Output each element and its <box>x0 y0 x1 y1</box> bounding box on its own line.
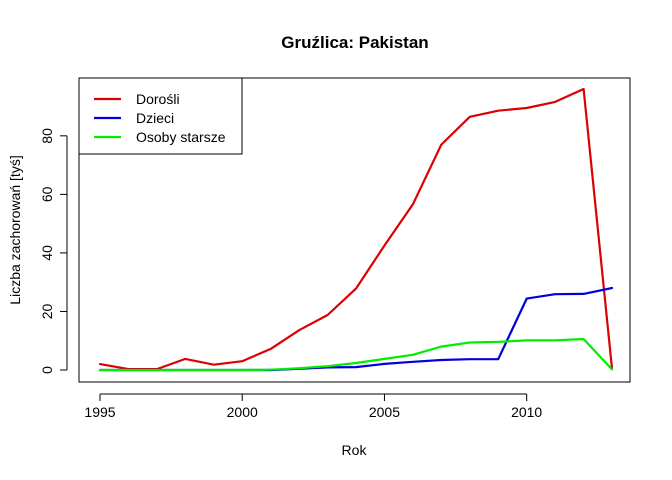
x-tick-label: 2005 <box>369 404 400 420</box>
y-axis-label: Liczba zachorowań [tyś] <box>7 155 23 304</box>
series-line-2 <box>98 286 614 372</box>
x-axis: 1995 2000 2005 2010 <box>84 393 542 420</box>
y-axis: 0 20 40 60 80 <box>39 128 68 374</box>
y-tick-label: 80 <box>39 128 55 144</box>
y-tick-label: 60 <box>39 186 55 202</box>
series-line-3 <box>98 337 614 372</box>
y-tick-label: 0 <box>39 366 55 374</box>
y-tick-label: 40 <box>39 245 55 261</box>
legend-box <box>78 77 243 155</box>
x-axis-label: Rok <box>342 442 368 458</box>
chart-title: Gruźlica: Pakistan <box>281 33 428 52</box>
series-line-1 <box>98 87 614 371</box>
y-tick-label: 20 <box>39 303 55 319</box>
x-tick-label: 2010 <box>511 404 542 420</box>
x-tick-label: 2000 <box>227 404 258 420</box>
plot-frame <box>78 77 631 383</box>
legend-label: Dzieci <box>136 110 174 126</box>
x-tick-label: 1995 <box>84 404 115 420</box>
legend-label: Osoby starsze <box>136 129 226 145</box>
series-layer <box>98 87 614 372</box>
legend: Dorośli Dzieci Osoby starsze <box>78 77 243 155</box>
legend-label: Dorośli <box>136 91 180 107</box>
